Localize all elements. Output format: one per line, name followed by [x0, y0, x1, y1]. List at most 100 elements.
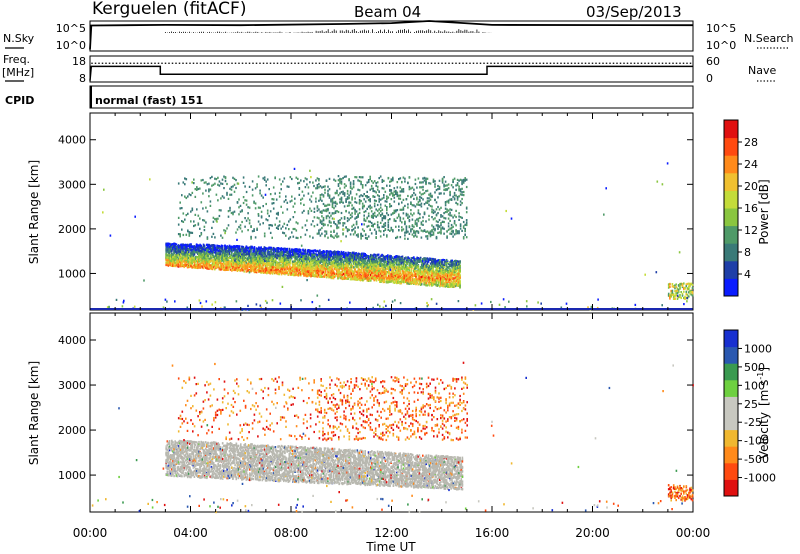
power-cell	[182, 264, 184, 267]
power-cell	[228, 253, 231, 256]
power-cell	[173, 255, 175, 258]
power-cell	[184, 259, 187, 262]
power-cell	[236, 250, 239, 253]
power-cell	[244, 259, 247, 263]
power-cell	[190, 264, 192, 267]
power-cell	[234, 261, 236, 264]
power-cell	[260, 265, 262, 268]
power-cell	[167, 248, 170, 251]
power-cell	[233, 262, 235, 265]
power-cell	[195, 263, 198, 267]
power-cell	[172, 264, 174, 267]
power-cell	[247, 269, 250, 272]
power-cell	[198, 248, 200, 251]
power-cell	[207, 262, 209, 265]
power-cell	[214, 258, 216, 261]
power-cell	[240, 262, 242, 265]
power-cell	[215, 256, 217, 259]
power-cell	[258, 256, 260, 259]
power-cell	[172, 243, 174, 246]
power-cell	[172, 255, 174, 258]
power-cell	[177, 253, 180, 256]
power-cell	[260, 254, 262, 257]
power-cell	[208, 262, 210, 266]
power-cell	[235, 248, 238, 251]
power-cell	[184, 255, 187, 258]
power-cell	[236, 249, 239, 252]
power-cell	[229, 246, 232, 249]
power-cell	[243, 253, 245, 256]
power-cell	[173, 242, 175, 245]
freq-unit-label: [MHz]	[2, 66, 34, 79]
power-cell	[242, 269, 244, 272]
power-cell	[194, 255, 197, 259]
power-cell	[253, 250, 256, 253]
power-cell	[217, 260, 219, 263]
power-cell	[237, 259, 240, 262]
power-cell	[250, 269, 252, 272]
power-cell	[186, 264, 189, 267]
power-cell	[190, 246, 192, 250]
power-cell	[200, 246, 202, 250]
power-cell	[208, 265, 210, 268]
freq-panel: Freq. [MHz] 18 8 60 0 Nave	[2, 53, 776, 85]
power-cell	[238, 259, 241, 262]
power-cell	[211, 253, 214, 257]
power-cell	[198, 258, 200, 261]
power-cell	[197, 261, 199, 264]
power-cell	[184, 246, 187, 249]
power-cell	[195, 245, 198, 248]
power-cell	[243, 262, 245, 265]
freq-left-bottom-tick: 8	[79, 72, 86, 85]
power-cell	[202, 263, 205, 266]
power-cell	[244, 253, 247, 256]
power-cell	[199, 258, 201, 262]
power-cell	[252, 257, 254, 261]
power-cell	[227, 265, 230, 268]
power-cell	[236, 245, 239, 248]
power-cell	[233, 267, 235, 270]
power-cell	[207, 254, 209, 257]
power-cell	[241, 265, 243, 268]
power-cell	[245, 254, 248, 257]
power-cell	[219, 253, 222, 256]
power-cell	[174, 254, 176, 257]
power-cell	[183, 248, 186, 251]
power-cell	[253, 257, 256, 261]
power-cell	[212, 247, 215, 250]
power-cell	[177, 247, 180, 250]
power-cell	[174, 258, 176, 261]
power-cell	[200, 265, 202, 268]
power-cell	[261, 264, 264, 267]
power-cell	[255, 264, 258, 267]
power-cell	[240, 260, 242, 264]
power-cell	[211, 244, 214, 247]
power-cell	[231, 250, 233, 254]
power-cell	[186, 243, 189, 246]
power-cell	[247, 252, 250, 255]
power-cell	[197, 252, 199, 255]
power-cell	[235, 265, 238, 268]
power-cell	[262, 260, 265, 263]
power-cell	[214, 257, 216, 260]
power-cell	[193, 253, 196, 256]
power-cell	[214, 255, 216, 259]
power-cell	[219, 254, 222, 257]
power-cell	[165, 250, 167, 253]
power-cell	[171, 257, 173, 260]
power-cell	[220, 250, 223, 253]
power-cell	[220, 254, 223, 257]
nave-right-top-tick: 60	[706, 55, 720, 68]
power-cell	[234, 253, 236, 256]
power-cell	[259, 253, 261, 256]
power-cell	[249, 247, 251, 251]
power-cell	[182, 248, 184, 251]
power-cell	[185, 248, 188, 251]
power-cell	[192, 247, 195, 250]
power-cell	[237, 248, 240, 251]
power-cell	[207, 247, 209, 250]
power-cell	[180, 265, 182, 268]
power-cell	[238, 253, 241, 256]
power-cell	[171, 262, 173, 265]
power-cell	[189, 256, 191, 259]
